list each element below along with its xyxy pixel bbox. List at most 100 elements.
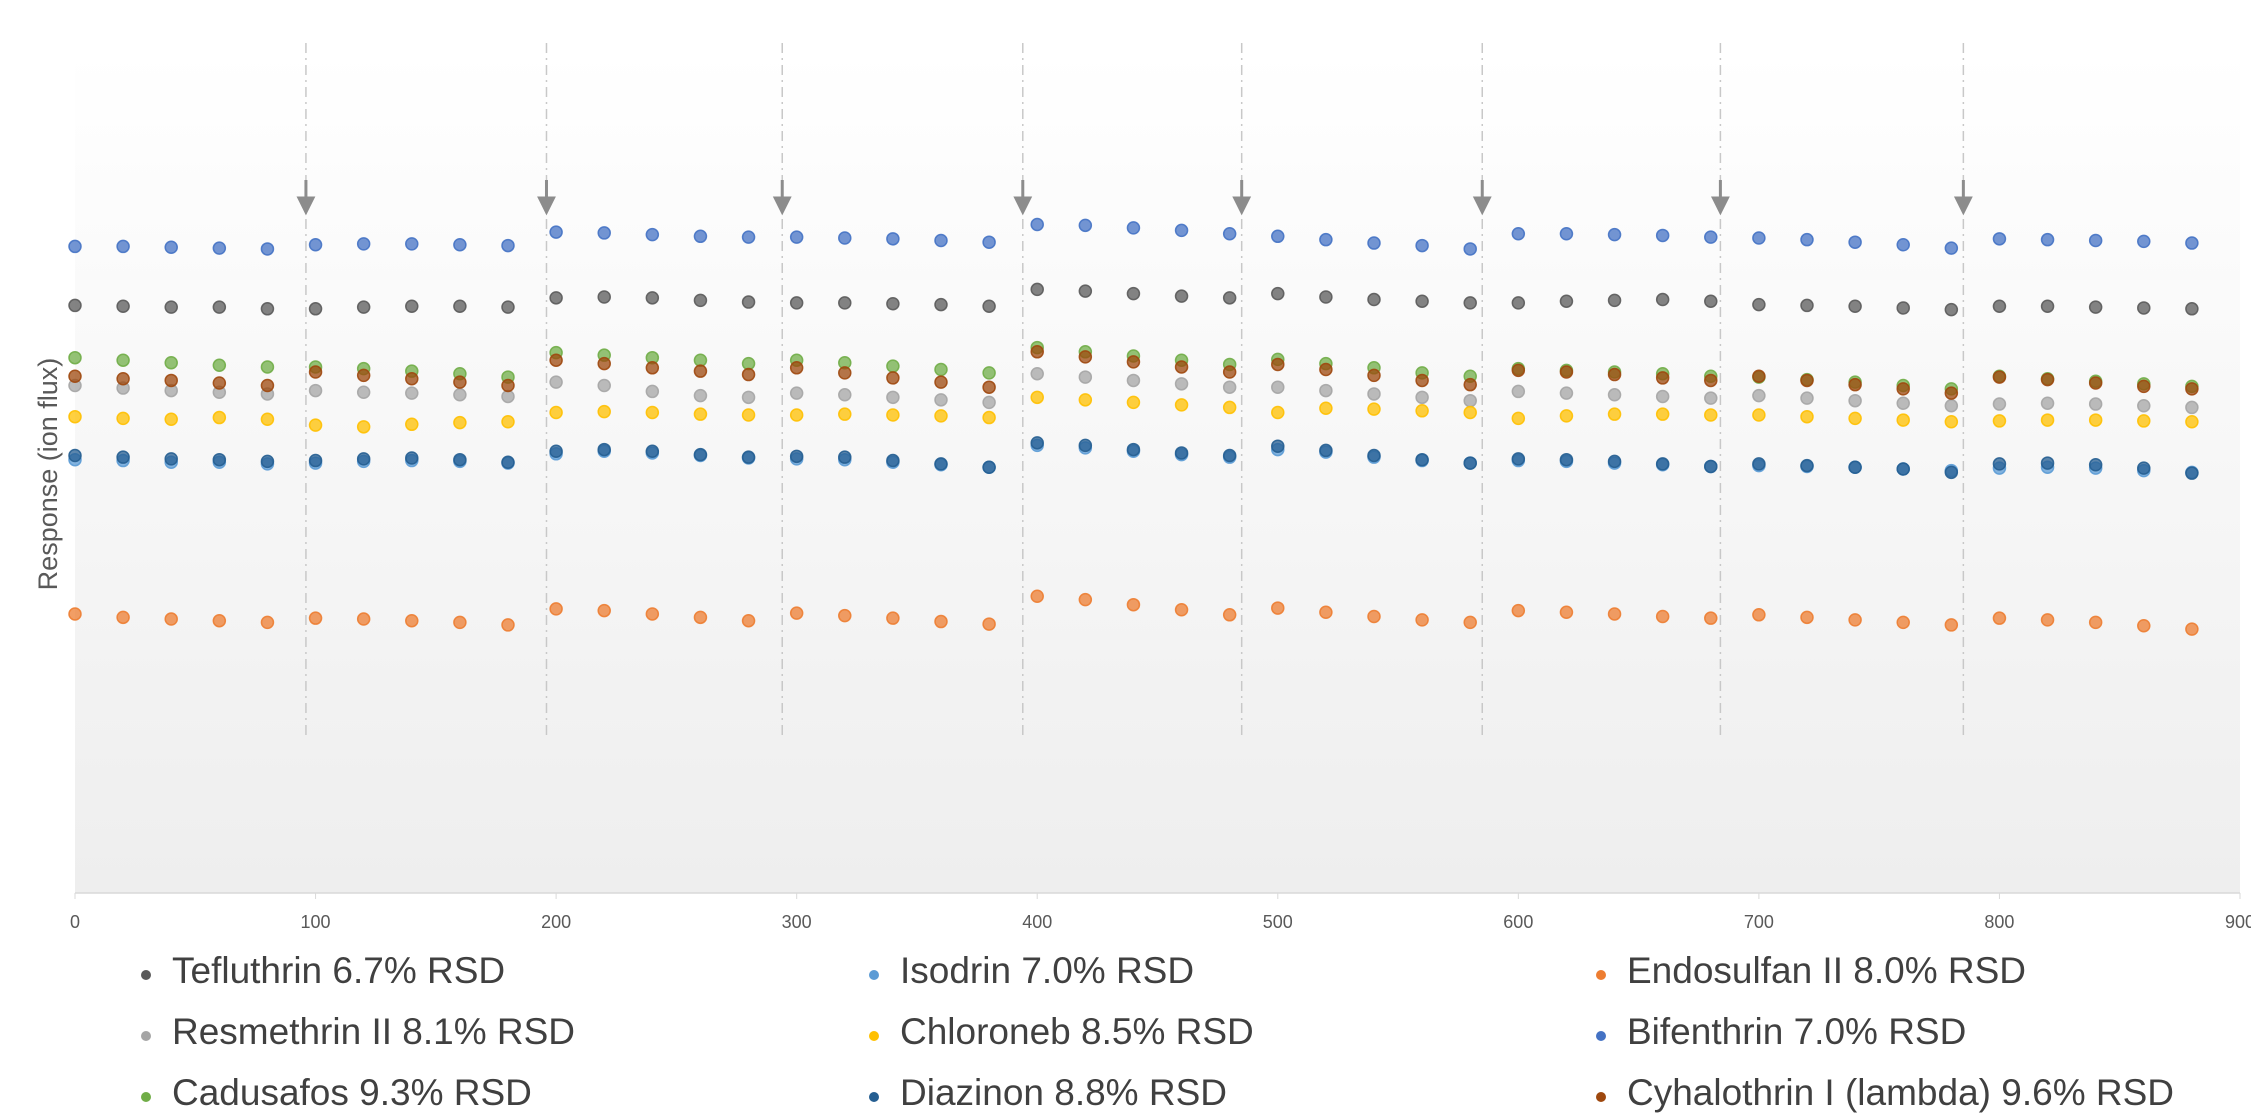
point	[164, 356, 178, 370]
point	[1126, 395, 1141, 410]
point	[1030, 436, 1044, 450]
legend-label: Tefluthrin 6.7% RSD	[172, 950, 505, 991]
point	[1030, 217, 1044, 232]
point	[260, 615, 275, 630]
legend-swatch	[141, 970, 151, 980]
point	[1559, 294, 1574, 308]
legend-swatch	[1596, 970, 1606, 980]
point	[356, 420, 371, 434]
point	[453, 375, 467, 389]
point	[164, 373, 178, 388]
point	[501, 415, 515, 429]
point	[164, 412, 178, 426]
point	[1800, 232, 1814, 247]
point	[597, 404, 611, 419]
point	[2137, 398, 2151, 413]
point	[1655, 371, 1670, 385]
point	[693, 407, 708, 421]
point	[1800, 409, 1814, 424]
legend-swatch	[869, 970, 879, 980]
point	[1415, 373, 1429, 388]
point	[1944, 398, 1959, 413]
point	[549, 602, 563, 616]
point	[1271, 380, 1285, 394]
point	[1415, 294, 1429, 308]
point	[2185, 382, 2199, 396]
point	[2088, 615, 2103, 630]
point	[1752, 388, 1766, 403]
legend-label: Chloroneb 8.5% RSD	[900, 1011, 1254, 1052]
point	[1174, 603, 1189, 617]
series	[68, 436, 2199, 480]
point	[1463, 242, 1477, 256]
point	[789, 361, 804, 375]
point	[1174, 223, 1189, 238]
point	[453, 415, 467, 430]
point	[1222, 608, 1237, 622]
point	[1944, 415, 1959, 429]
point	[1463, 377, 1477, 392]
point	[356, 368, 371, 383]
point	[68, 239, 82, 254]
point	[1030, 282, 1044, 297]
x-tick-label: 700	[1744, 912, 1774, 932]
plot-area	[75, 50, 2240, 893]
point	[1607, 607, 1622, 621]
point	[1222, 291, 1237, 305]
x-tick-label: 300	[782, 912, 812, 932]
point	[1607, 293, 1622, 308]
point	[501, 300, 515, 314]
point	[741, 230, 756, 244]
point	[1704, 230, 1718, 244]
point	[1704, 294, 1718, 308]
point	[1704, 373, 1718, 388]
point	[934, 614, 948, 629]
point	[1704, 611, 1718, 625]
point	[645, 384, 660, 399]
point	[982, 617, 996, 631]
point	[934, 362, 948, 377]
point	[597, 226, 611, 240]
point	[308, 418, 323, 432]
point	[212, 613, 227, 628]
point	[1559, 386, 1574, 400]
point	[1896, 382, 1910, 396]
point	[597, 378, 611, 393]
point	[1896, 462, 1910, 476]
point	[2137, 379, 2151, 394]
point	[934, 393, 948, 407]
series	[68, 589, 2199, 636]
point	[1271, 405, 1285, 420]
point	[597, 442, 611, 457]
point	[1415, 404, 1429, 418]
point	[260, 412, 275, 426]
point	[838, 450, 852, 464]
point	[1607, 227, 1622, 242]
point	[212, 410, 227, 425]
point	[405, 417, 419, 432]
point	[405, 613, 419, 628]
point	[1704, 408, 1718, 422]
point	[838, 296, 852, 310]
point	[68, 448, 82, 463]
point	[405, 299, 419, 314]
point	[789, 449, 804, 464]
point	[1992, 370, 2007, 384]
point	[1752, 369, 1766, 383]
point	[1367, 236, 1381, 250]
point	[453, 388, 467, 402]
point	[1078, 393, 1093, 407]
point	[116, 372, 130, 386]
point	[886, 408, 900, 422]
point	[789, 408, 804, 422]
point	[1944, 465, 1959, 480]
point	[789, 296, 804, 310]
point	[1415, 613, 1429, 627]
point	[549, 444, 563, 459]
point	[549, 353, 563, 367]
point	[886, 390, 900, 405]
point	[549, 405, 563, 420]
legend-swatch	[141, 1031, 151, 1041]
point	[982, 380, 996, 394]
point	[1559, 365, 1574, 379]
